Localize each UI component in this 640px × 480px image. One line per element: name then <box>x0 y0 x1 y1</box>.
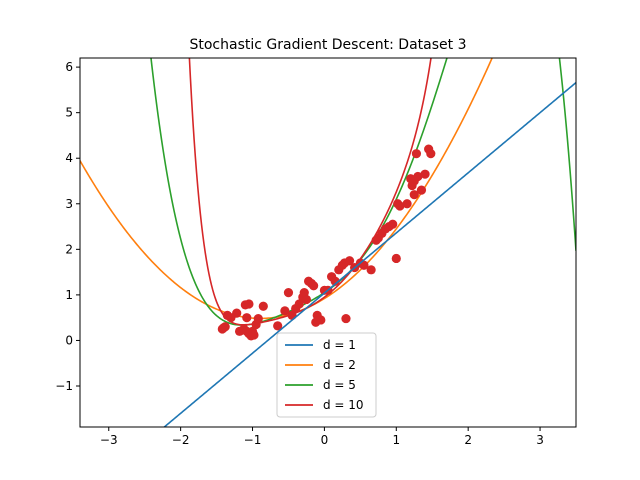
data-point <box>409 190 419 200</box>
x-tick-label: −2 <box>172 433 190 447</box>
legend-label: d = 5 <box>323 378 356 392</box>
series-line-d2 <box>80 58 493 320</box>
y-tick-label: 1 <box>65 288 73 302</box>
data-point <box>258 301 268 311</box>
data-point <box>395 201 405 211</box>
legend-label: d = 2 <box>323 358 356 372</box>
data-point <box>411 149 422 159</box>
data-point <box>402 199 412 209</box>
y-tick-label: 2 <box>65 242 73 256</box>
data-point <box>249 330 259 340</box>
legend-label: d = 1 <box>323 338 356 352</box>
data-point <box>253 313 263 324</box>
legend-label: d = 10 <box>323 398 364 412</box>
data-point <box>359 260 369 270</box>
plot-area <box>80 58 576 427</box>
legend: d = 1 d = 2 d = 5 d = 10 <box>276 332 377 418</box>
y-tick-label: 3 <box>65 197 73 211</box>
chart-title: Stochastic Gradient Descent: Dataset 3 <box>189 37 466 53</box>
y-tick-label: −1 <box>55 379 73 393</box>
data-point <box>420 169 430 179</box>
data-point <box>273 321 283 331</box>
data-point <box>244 299 254 309</box>
data-point <box>366 265 376 275</box>
axes-frame <box>79 57 577 428</box>
data-point <box>388 219 398 229</box>
x-tick-label: −3 <box>100 433 118 447</box>
data-point <box>242 326 252 336</box>
x-tick-label: 0 <box>321 433 329 447</box>
data-point <box>226 313 236 323</box>
y-tick-label: 6 <box>65 60 73 74</box>
x-tick-label: 2 <box>464 433 472 447</box>
legend-box <box>276 332 377 418</box>
data-point <box>330 276 340 286</box>
data-point <box>413 171 423 182</box>
y-tick-label: 4 <box>65 151 73 165</box>
x-tick-label: 1 <box>392 433 400 447</box>
data-point <box>341 313 351 324</box>
y-tick-label: 0 <box>65 333 73 347</box>
data-point <box>283 288 294 298</box>
data-point <box>219 323 229 333</box>
x-tick-label: −1 <box>244 433 262 447</box>
y-tick-label: 5 <box>65 106 73 120</box>
data-point <box>344 256 355 266</box>
data-point <box>391 253 401 264</box>
data-point <box>301 294 312 305</box>
data-point <box>426 149 436 159</box>
data-point <box>280 306 290 316</box>
data-point <box>311 317 321 327</box>
data-point <box>242 313 252 323</box>
data-point <box>416 185 427 195</box>
x-tick-label: 3 <box>536 433 544 447</box>
data-point <box>309 281 319 291</box>
data-point <box>294 299 304 309</box>
series-line-d1 <box>163 81 576 427</box>
